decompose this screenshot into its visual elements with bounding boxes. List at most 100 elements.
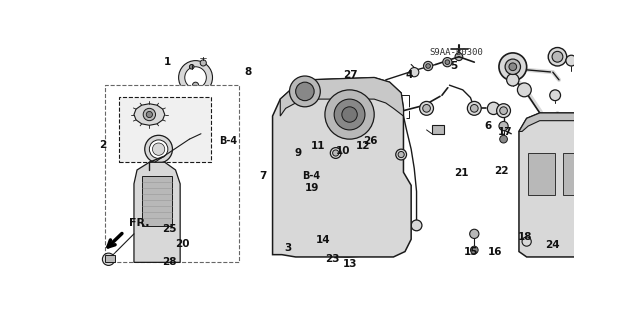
Text: 17: 17 <box>498 127 513 137</box>
Bar <box>528 153 555 195</box>
Text: 3: 3 <box>284 243 291 253</box>
Circle shape <box>330 148 341 159</box>
Circle shape <box>145 135 172 163</box>
Text: 8: 8 <box>244 67 252 77</box>
Circle shape <box>332 171 340 178</box>
Circle shape <box>289 76 320 107</box>
Text: 22: 22 <box>494 166 509 176</box>
Bar <box>432 124 444 134</box>
Circle shape <box>566 55 577 66</box>
Circle shape <box>568 57 575 64</box>
Text: 7: 7 <box>259 171 267 181</box>
Circle shape <box>396 149 406 160</box>
Circle shape <box>334 99 365 130</box>
Circle shape <box>422 105 431 112</box>
Text: 9: 9 <box>295 148 302 158</box>
Circle shape <box>200 60 206 66</box>
Text: B-4: B-4 <box>220 136 237 146</box>
Circle shape <box>455 53 463 61</box>
Text: 13: 13 <box>343 259 357 269</box>
Circle shape <box>522 237 531 246</box>
Polygon shape <box>280 78 403 116</box>
Text: 14: 14 <box>316 235 330 245</box>
Bar <box>105 85 239 262</box>
Circle shape <box>143 108 156 121</box>
Circle shape <box>499 122 508 131</box>
Polygon shape <box>134 104 164 125</box>
Text: 26: 26 <box>363 136 377 146</box>
Text: 23: 23 <box>324 254 339 264</box>
Polygon shape <box>519 113 609 131</box>
Text: 5: 5 <box>450 61 458 71</box>
Circle shape <box>342 107 357 122</box>
Text: 16: 16 <box>487 247 502 257</box>
Text: 24: 24 <box>545 240 559 249</box>
Text: 19: 19 <box>305 182 319 193</box>
Text: 10: 10 <box>335 146 350 156</box>
Bar <box>118 97 211 162</box>
Circle shape <box>552 51 563 62</box>
Circle shape <box>411 220 422 231</box>
Circle shape <box>189 64 194 69</box>
Circle shape <box>445 60 450 64</box>
Circle shape <box>152 143 164 155</box>
Bar <box>378 95 409 118</box>
Text: FR.: FR. <box>129 219 150 228</box>
Circle shape <box>147 111 152 118</box>
Circle shape <box>179 61 212 94</box>
Circle shape <box>550 90 561 101</box>
Circle shape <box>470 105 478 112</box>
Circle shape <box>443 57 452 67</box>
Circle shape <box>602 249 606 254</box>
Circle shape <box>599 247 608 256</box>
Circle shape <box>548 48 566 66</box>
Text: 6: 6 <box>484 121 492 131</box>
Text: 2: 2 <box>99 140 106 150</box>
Polygon shape <box>273 78 411 257</box>
Bar <box>105 255 115 262</box>
Circle shape <box>420 101 433 115</box>
Circle shape <box>410 68 419 77</box>
Text: S9AA-B0300: S9AA-B0300 <box>429 48 483 57</box>
Circle shape <box>325 90 374 139</box>
Circle shape <box>398 152 404 158</box>
Text: 4: 4 <box>406 70 413 80</box>
Text: 1: 1 <box>164 56 172 67</box>
Text: B-4: B-4 <box>301 171 320 181</box>
Circle shape <box>497 104 511 118</box>
Circle shape <box>552 92 558 98</box>
Circle shape <box>507 74 519 86</box>
Polygon shape <box>134 162 180 262</box>
Bar <box>563 153 590 195</box>
Text: 20: 20 <box>175 239 190 249</box>
Circle shape <box>296 82 314 101</box>
Circle shape <box>424 61 433 70</box>
Text: 27: 27 <box>343 70 358 80</box>
Circle shape <box>500 135 508 143</box>
Circle shape <box>470 246 478 254</box>
Circle shape <box>185 67 206 88</box>
Circle shape <box>102 253 115 265</box>
Circle shape <box>517 83 531 97</box>
Circle shape <box>499 53 527 81</box>
Text: 18: 18 <box>518 232 532 242</box>
Text: 12: 12 <box>356 141 371 151</box>
Circle shape <box>193 82 198 88</box>
Circle shape <box>426 64 431 68</box>
Circle shape <box>467 101 481 115</box>
Circle shape <box>284 236 295 247</box>
Text: 21: 21 <box>454 168 468 178</box>
Bar <box>141 176 172 226</box>
Text: 15: 15 <box>463 247 478 257</box>
Circle shape <box>488 102 500 115</box>
Text: 11: 11 <box>311 141 325 151</box>
Circle shape <box>470 229 479 239</box>
Text: 25: 25 <box>162 224 177 234</box>
Circle shape <box>333 150 339 156</box>
Circle shape <box>505 59 520 74</box>
Circle shape <box>520 86 528 94</box>
Polygon shape <box>519 113 609 257</box>
Circle shape <box>509 63 516 70</box>
Circle shape <box>149 140 168 159</box>
Circle shape <box>397 174 405 182</box>
